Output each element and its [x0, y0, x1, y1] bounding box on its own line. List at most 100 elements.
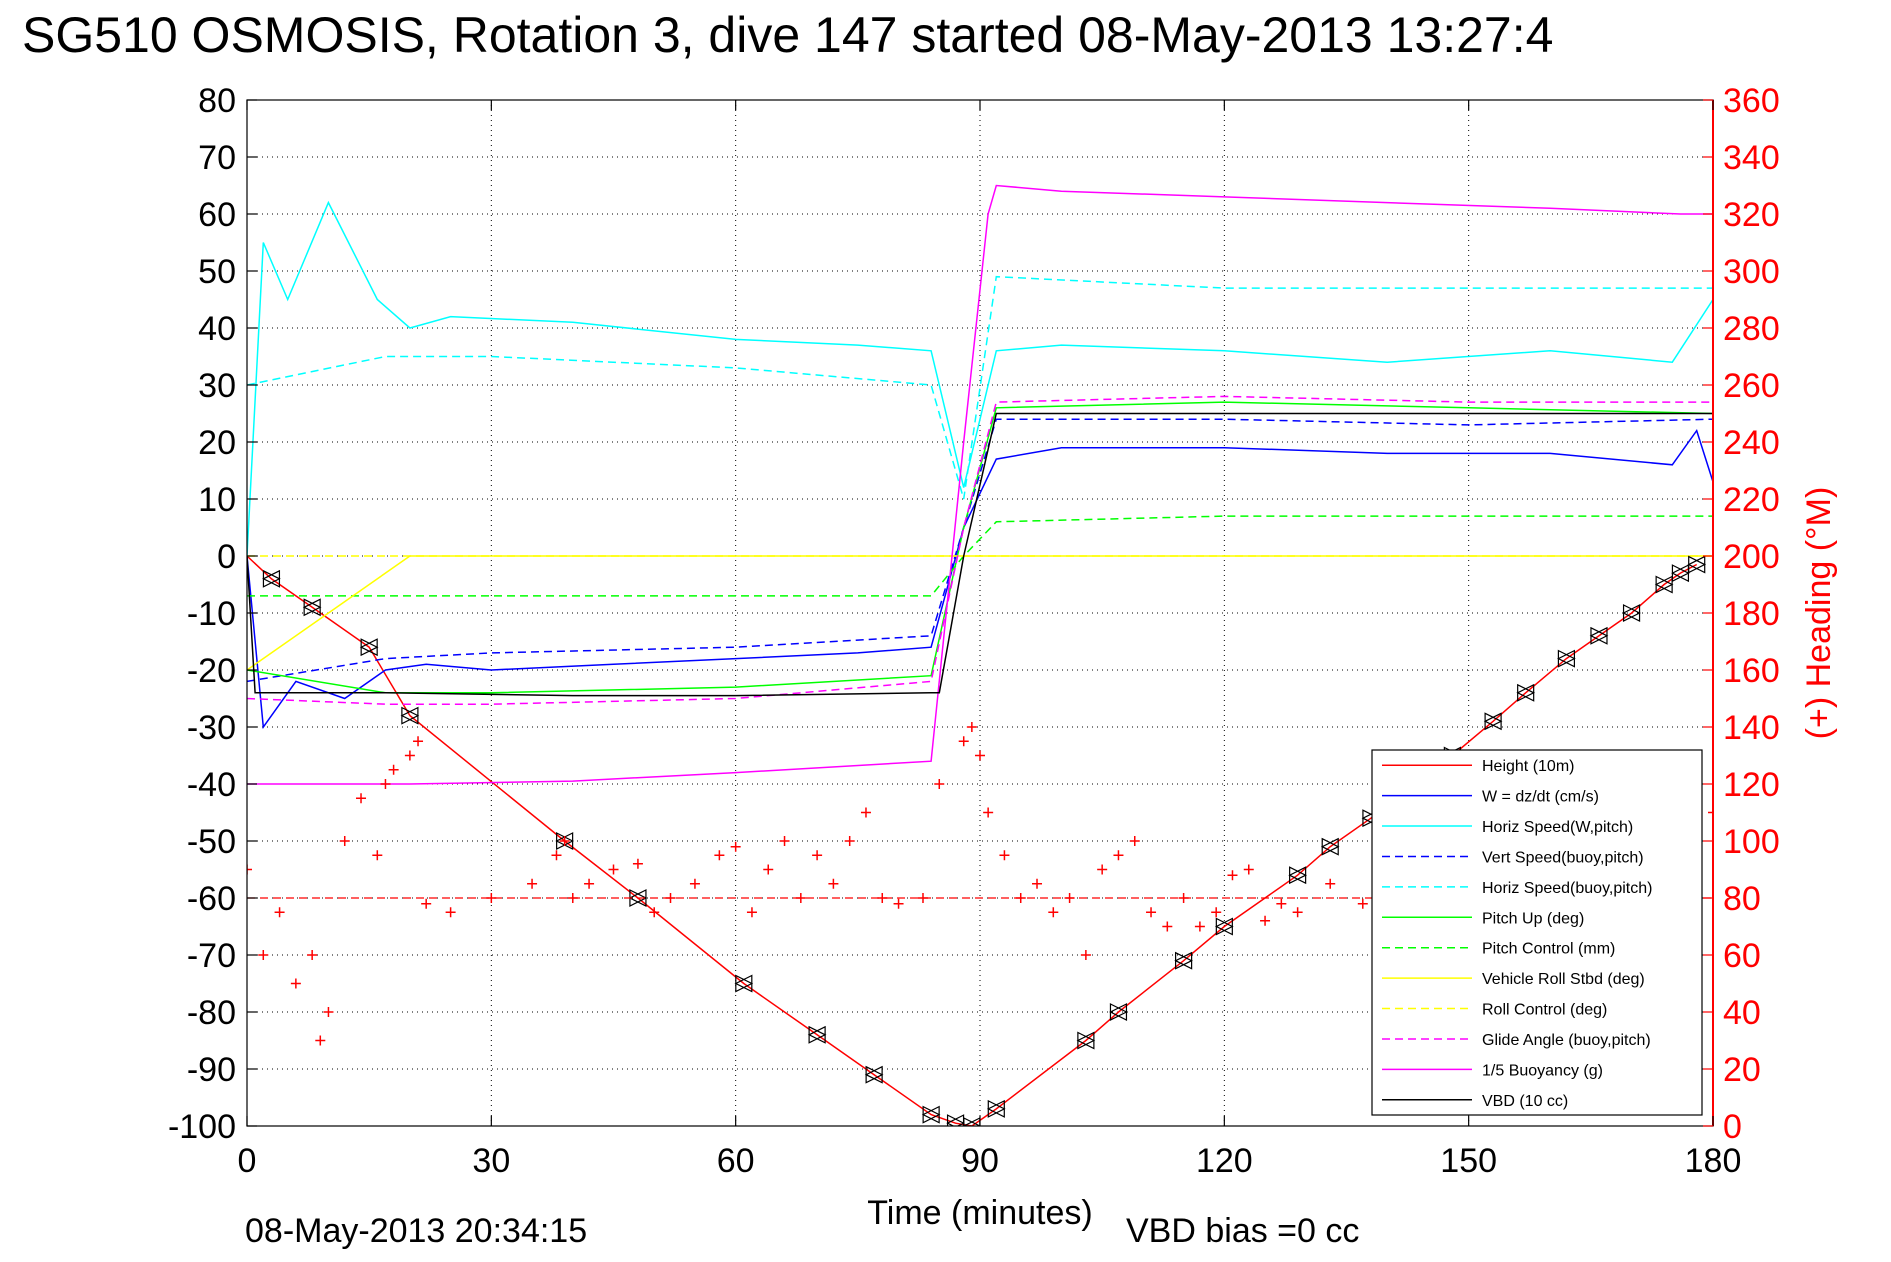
heading-point — [274, 907, 285, 918]
heading-point — [247, 864, 252, 875]
heading-point — [413, 736, 424, 747]
heading-point — [1113, 850, 1124, 861]
x-tick-label: 60 — [717, 1142, 755, 1180]
right-tick-label: 300 — [1723, 253, 1780, 291]
right-tick-label: 160 — [1723, 652, 1780, 690]
height-marker — [262, 569, 281, 588]
right-tick-label: 240 — [1723, 424, 1780, 462]
right-tick-label: 100 — [1723, 823, 1780, 861]
heading-point — [445, 907, 456, 918]
height-marker — [1174, 951, 1193, 970]
legend-label: Vert Speed(buoy,pitch) — [1482, 849, 1644, 866]
x-tick-label: 30 — [472, 1142, 510, 1180]
heading-point — [584, 878, 595, 889]
heading-point — [323, 1007, 334, 1017]
heading-point — [763, 864, 774, 875]
legend-label: Vehicle Roll Stbd (deg) — [1482, 971, 1645, 988]
heading-point — [714, 850, 725, 861]
height-marker — [302, 598, 321, 617]
right-tick-label: 80 — [1723, 880, 1761, 918]
right-tick-label: 340 — [1723, 139, 1780, 177]
heading-point — [893, 898, 904, 909]
heading-point — [828, 878, 839, 889]
right-tick-label: 0 — [1723, 1108, 1742, 1146]
heading-point — [1129, 836, 1140, 846]
height-marker — [1320, 837, 1339, 856]
height-marker — [1687, 555, 1706, 574]
y-tick-label: -80 — [187, 994, 236, 1032]
heading-point — [999, 850, 1010, 861]
y-tick-label: 0 — [217, 538, 236, 576]
chart-title: SG510 OSMOSIS, Rotation 3, dive 147 star… — [22, 7, 1554, 63]
heading-point — [649, 907, 660, 918]
y-tick-label: -50 — [187, 823, 236, 861]
height-marker — [986, 1099, 1005, 1118]
y-tick-label: 10 — [198, 481, 236, 519]
x-tick-label: 120 — [1196, 1142, 1253, 1180]
heading-point — [746, 907, 757, 918]
heading-point — [860, 807, 871, 818]
heading-point — [421, 898, 432, 909]
y-tick-label: 60 — [198, 196, 236, 234]
heading-point — [258, 950, 269, 960]
heading-point — [1357, 898, 1368, 909]
series-line — [247, 412, 1713, 697]
legend-label: Roll Control (deg) — [1482, 1002, 1607, 1019]
heading-point — [1162, 921, 1173, 932]
height-marker — [921, 1105, 940, 1124]
heading-point — [844, 836, 855, 846]
heading-point — [404, 750, 415, 761]
legend-label: Glide Angle (buoy,pitch) — [1482, 1032, 1651, 1049]
y-tick-label: 70 — [198, 139, 236, 177]
heading-point — [1194, 921, 1205, 932]
heading-point — [1032, 878, 1043, 889]
right-tick-label: 200 — [1723, 538, 1780, 576]
y-tick-label: 40 — [198, 310, 236, 348]
right-tick-label: 220 — [1723, 481, 1780, 519]
height-marker — [1483, 712, 1502, 731]
x-tick-label: 90 — [961, 1142, 999, 1180]
legend-label: Height (10m) — [1482, 758, 1574, 775]
y-tick-label: -70 — [187, 937, 236, 975]
y-tick-label: 80 — [198, 82, 236, 120]
heading-point — [966, 722, 977, 732]
heading-point — [380, 779, 391, 789]
legend: Height (10m) W = dz/dt (cm/s) Horiz Speed(… — [1371, 749, 1703, 1116]
y-tick-label: -60 — [187, 880, 236, 918]
legend-box — [1371, 749, 1703, 1116]
height-marker — [359, 638, 378, 657]
height-marker — [628, 889, 647, 907]
heading-point — [1276, 898, 1287, 909]
heading-point — [608, 864, 619, 875]
axes: 0 30 60 90 120 150 18080706050403020100-10-20-… — [168, 82, 1780, 1180]
heading-point — [1080, 950, 1091, 960]
height-marker — [807, 1025, 826, 1044]
y-tick-label: -40 — [187, 766, 236, 804]
heading-point — [1097, 864, 1108, 875]
heading-point — [812, 850, 823, 861]
legend-label: VBD (10 cc) — [1482, 1093, 1568, 1110]
right-tick-label: 60 — [1723, 937, 1761, 975]
right-tick-label: 40 — [1723, 994, 1761, 1032]
heading-point — [1260, 915, 1271, 926]
series-line — [247, 418, 1713, 683]
right-tick-label: 360 — [1723, 82, 1780, 120]
heading-point — [983, 807, 994, 818]
y-tick-label: -90 — [187, 1051, 236, 1089]
legend-label: Horiz Speed(W,pitch) — [1482, 819, 1633, 836]
series-line — [247, 200, 1713, 557]
height-marker — [1076, 1031, 1095, 1050]
legend-label: Pitch Up (deg) — [1482, 910, 1584, 927]
heading-point — [1708, 807, 1713, 818]
series-line — [247, 184, 1713, 785]
legend-label: Horiz Speed(buoy,pitch) — [1482, 880, 1652, 897]
height-marker — [1622, 604, 1641, 622]
height-marker — [1214, 917, 1233, 936]
x-tick-label: 180 — [1685, 1142, 1742, 1180]
right-axis-label: (+) Heading (°M) — [1800, 487, 1838, 740]
x-axis-label: Time (minutes) — [867, 1194, 1092, 1232]
heading-point — [1243, 864, 1254, 875]
heading-point — [779, 836, 790, 846]
heading-point — [689, 878, 700, 889]
